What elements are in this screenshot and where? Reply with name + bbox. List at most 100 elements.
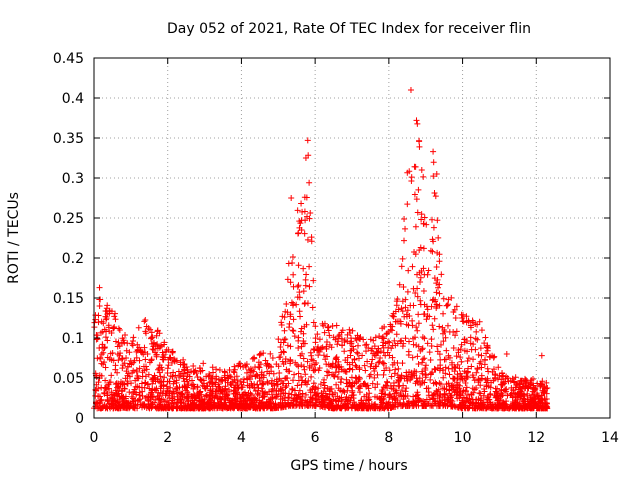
data-point bbox=[209, 364, 216, 371]
data-point bbox=[294, 294, 301, 301]
data-point bbox=[131, 405, 138, 412]
data-point bbox=[191, 402, 198, 409]
data-point bbox=[461, 347, 468, 354]
data-point bbox=[103, 404, 110, 411]
data-point bbox=[453, 353, 460, 360]
data-point bbox=[445, 301, 452, 308]
data-point bbox=[121, 399, 128, 406]
data-point bbox=[422, 372, 429, 379]
data-point bbox=[428, 216, 435, 223]
data-point bbox=[390, 386, 397, 393]
data-point bbox=[446, 354, 453, 361]
data-point bbox=[167, 373, 174, 380]
data-point bbox=[95, 319, 102, 326]
data-point bbox=[102, 364, 109, 371]
data-point bbox=[284, 342, 291, 349]
data-point bbox=[245, 395, 252, 402]
data-point bbox=[470, 374, 477, 381]
data-point bbox=[414, 120, 421, 127]
data-point bbox=[95, 393, 102, 400]
data-point bbox=[153, 351, 160, 358]
data-point bbox=[408, 371, 415, 378]
data-point bbox=[167, 384, 174, 391]
data-point bbox=[309, 304, 316, 311]
data-point bbox=[440, 295, 447, 302]
data-point bbox=[312, 402, 319, 409]
data-point bbox=[123, 368, 130, 375]
data-point bbox=[465, 355, 472, 362]
data-point bbox=[111, 323, 118, 330]
data-point bbox=[402, 296, 409, 303]
data-point bbox=[284, 276, 291, 283]
data-point bbox=[285, 390, 292, 397]
data-point bbox=[374, 371, 381, 378]
data-point bbox=[183, 363, 190, 370]
data-point bbox=[211, 405, 218, 412]
data-point bbox=[487, 399, 494, 406]
data-point bbox=[333, 356, 340, 363]
data-point bbox=[179, 391, 186, 398]
data-point bbox=[226, 373, 233, 380]
data-point bbox=[475, 375, 482, 382]
data-point bbox=[364, 358, 371, 365]
data-point bbox=[349, 389, 356, 396]
data-point bbox=[119, 365, 126, 372]
y-tick-label: 0.3 bbox=[62, 171, 84, 187]
data-point bbox=[323, 345, 330, 352]
data-point bbox=[377, 348, 384, 355]
data-point bbox=[381, 391, 388, 398]
data-point bbox=[108, 372, 115, 379]
data-point bbox=[509, 375, 516, 382]
data-point bbox=[404, 377, 411, 384]
data-point bbox=[432, 366, 439, 373]
data-point bbox=[283, 301, 290, 308]
data-point bbox=[106, 310, 113, 317]
data-point bbox=[324, 394, 331, 401]
data-point bbox=[393, 387, 400, 394]
data-point bbox=[411, 191, 418, 198]
data-point bbox=[160, 378, 167, 385]
data-point bbox=[298, 200, 305, 207]
data-point bbox=[290, 316, 297, 323]
data-point bbox=[129, 369, 136, 376]
data-point bbox=[229, 399, 236, 406]
data-point bbox=[251, 354, 258, 361]
data-point bbox=[326, 403, 333, 410]
data-point bbox=[142, 328, 149, 335]
data-point bbox=[258, 385, 265, 392]
data-point bbox=[209, 387, 216, 394]
data-point bbox=[419, 334, 426, 341]
data-point bbox=[416, 143, 423, 150]
data-point bbox=[343, 376, 350, 383]
data-point bbox=[152, 404, 159, 411]
data-point bbox=[295, 262, 302, 269]
data-point bbox=[436, 380, 443, 387]
data-point bbox=[109, 349, 116, 356]
data-point bbox=[264, 378, 271, 385]
data-point bbox=[243, 361, 250, 368]
data-point bbox=[319, 392, 326, 399]
data-point bbox=[470, 400, 477, 407]
data-point bbox=[514, 380, 521, 387]
data-point bbox=[389, 312, 396, 319]
data-point bbox=[330, 334, 337, 341]
data-point bbox=[415, 320, 422, 327]
data-point bbox=[256, 364, 263, 371]
data-point bbox=[419, 356, 426, 363]
data-point bbox=[295, 363, 302, 370]
data-point bbox=[96, 284, 103, 291]
data-point bbox=[363, 341, 370, 348]
data-point bbox=[287, 279, 294, 286]
data-point bbox=[373, 363, 380, 370]
data-point bbox=[194, 390, 201, 397]
data-point bbox=[164, 365, 171, 372]
data-point bbox=[287, 357, 294, 364]
data-point bbox=[148, 389, 155, 396]
data-point bbox=[409, 263, 416, 270]
data-point bbox=[152, 396, 159, 403]
data-point bbox=[537, 380, 544, 387]
data-point bbox=[369, 356, 376, 363]
data-point bbox=[141, 401, 148, 408]
data-point bbox=[355, 378, 362, 385]
data-point bbox=[139, 349, 146, 356]
